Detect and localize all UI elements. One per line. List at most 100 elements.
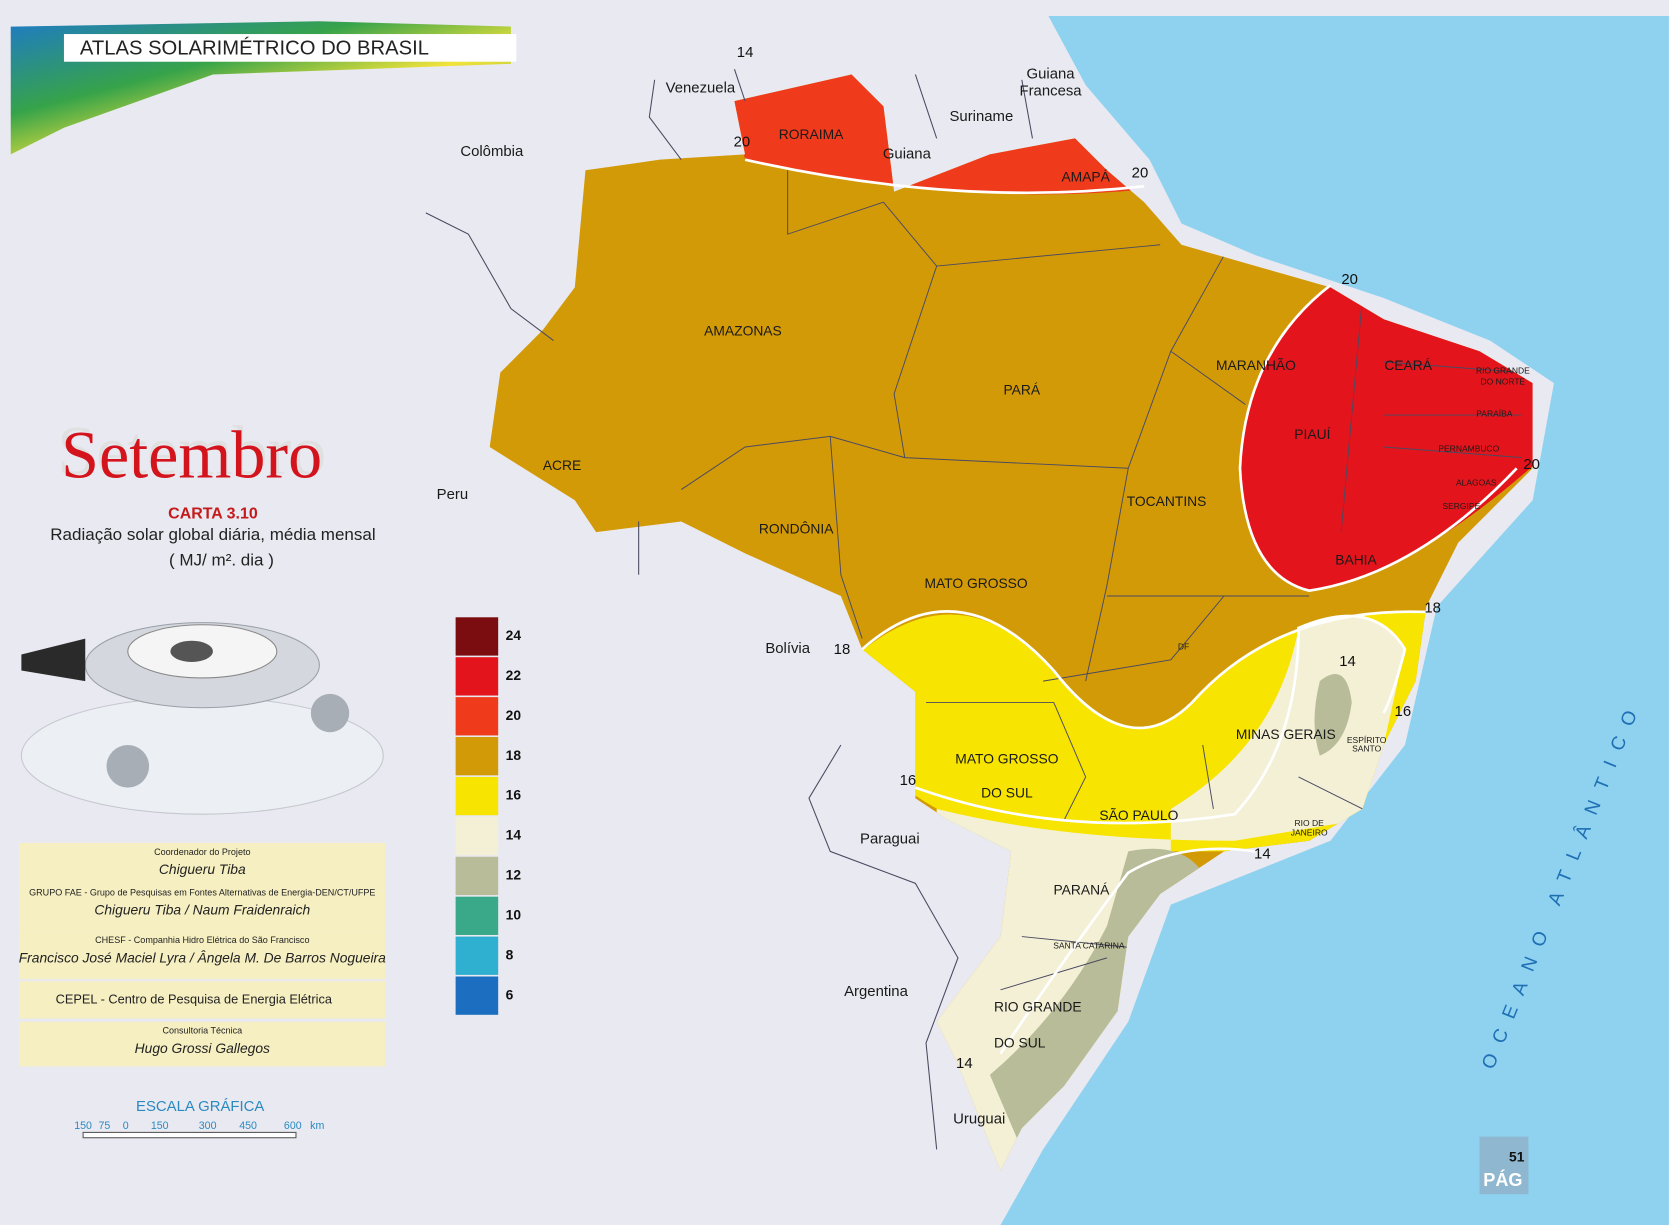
credit-heading: Coordenador do Projeto [154,847,250,857]
scale-title: ESCALA GRÁFICA [136,1098,264,1115]
sensor-illustration [20,622,384,815]
credit-box [19,883,386,932]
state-label: TOCANTINS [1127,493,1207,509]
credit-heading: Consultoria Técnica [162,1026,243,1036]
scale-tick: 300 [199,1120,217,1132]
credit-box [19,842,386,886]
header-title: ATLAS SOLARIMÉTRICO DO BRASIL [80,36,429,59]
isoline-label: 14 [956,1056,973,1072]
legend-value: 22 [506,667,522,683]
state-label: DO NORTE [1481,376,1526,386]
scale-tick: 75 [98,1120,110,1132]
legend-swatch [455,856,499,896]
legend-swatch [455,776,499,816]
isoline-label: 18 [1424,601,1441,617]
state-label: ACRE [543,457,581,473]
legend-value: 10 [506,906,522,922]
state-label: AMAPÁ [1061,168,1110,184]
country-label: Colômbia [460,144,524,160]
isoline-label: 14 [1254,847,1271,863]
country-label: Paraguai [860,832,920,848]
legend-swatch [455,896,499,935]
legend-swatch [455,617,499,656]
state-label: RIO DE [1295,818,1325,828]
state-label: PIAUÍ [1294,426,1330,442]
unit: ( MJ/ m². dia ) [169,550,274,569]
legend-value: 16 [506,787,522,803]
country-label: Guiana [883,146,932,162]
legend-value: 12 [506,867,522,883]
legend-swatch [455,697,499,736]
country-label: Suriname [950,109,1014,125]
country-label: Uruguai [953,1112,1005,1128]
chart-number: CARTA 3.10 [168,505,258,522]
map-labels: VenezuelaGuianaFrancesaSurinameGuianaCol… [437,45,1540,1127]
state-label: PARÁ [1003,381,1040,397]
state-label: DO SUL [981,785,1033,801]
ocean [1000,15,1669,1225]
page-label: PÁG [1483,1169,1522,1190]
legend-value: 14 [506,827,522,843]
state-label: AMAZONAS [704,323,782,339]
scale-bar-rect [82,1131,297,1139]
scale-tick: 150 [74,1120,92,1132]
country-label: Venezuela [666,80,736,96]
scale-unit: km [310,1120,324,1132]
state-label: PERNAMBUCO [1438,443,1499,453]
state-label: MINAS GERAIS [1236,726,1336,742]
state-label: MATO GROSSO [955,751,1058,767]
credit-box [19,981,386,1019]
state-label: MATO GROSSO [924,575,1027,591]
isoline-label: 20 [1341,272,1358,288]
state-label: SANTO [1352,744,1382,754]
state-label: ESPÍRITO [1347,735,1387,745]
isoline-label: 20 [1523,457,1540,473]
country-label: Peru [437,487,468,503]
legend-value: 18 [506,747,522,763]
state-label: PARAÍBA [1476,408,1513,418]
state-label: BAHIA [1335,552,1377,568]
legend-swatch [455,657,499,696]
state-label: MARANHÃO [1216,357,1296,373]
isoline-label: 20 [734,135,751,151]
credit-names: Chigueru Tiba / Naum Fraidenraich [94,902,310,918]
state-label: RONDÔNIA [759,521,834,537]
credit-box [19,931,386,980]
credit-heading: GRUPO FAE - Grupo de Pesquisas em Fontes… [29,887,375,897]
month-shadow: Setembro [57,412,326,490]
state-label: JANEIRO [1291,828,1328,838]
scale-tick: 0 [123,1120,129,1132]
legend: 24 22 20 18 16 14 12 10 8 6 [455,617,522,1015]
country-borders [425,69,1033,1150]
country-label: Argentina [844,984,908,1000]
legend-swatch [455,936,499,975]
credit-names: Francisco José Maciel Lyra / Ângela M. D… [19,950,386,966]
isoline-label: 16 [1395,704,1412,720]
country-label: Francesa [1020,83,1083,99]
legend-value: 8 [506,946,514,962]
legend-swatch [455,737,499,776]
isoline-label: 18 [834,642,851,658]
zone-12-minas [1314,674,1352,756]
state-label: DF [1178,641,1189,651]
isoline-label: 14 [737,45,754,61]
legend-value: 24 [506,627,522,643]
scale-tick: 150 [151,1120,169,1132]
state-label: ALAGOAS [1456,477,1497,487]
state-label: PARANÁ [1053,881,1110,897]
isoline-label: 20 [1132,165,1149,181]
state-label: RIO GRANDE [1476,366,1530,376]
isoline-label: 14 [1339,654,1356,670]
credit-box [19,1021,386,1067]
credit-heading: CEPEL - Centro de Pesquisa de Energia El… [56,991,333,1006]
isolines [744,158,1518,1055]
country-label: Guiana [1027,66,1076,82]
page-number: 51 [1509,1149,1525,1165]
state-label: SERGIPE [1442,501,1480,511]
state-label: CEARÁ [1384,357,1432,373]
legend-swatch [455,816,499,856]
description: Radiação solar global diária, média mens… [50,525,375,544]
legend-value: 20 [506,707,522,723]
credit-names: Chigueru Tiba [159,861,246,877]
